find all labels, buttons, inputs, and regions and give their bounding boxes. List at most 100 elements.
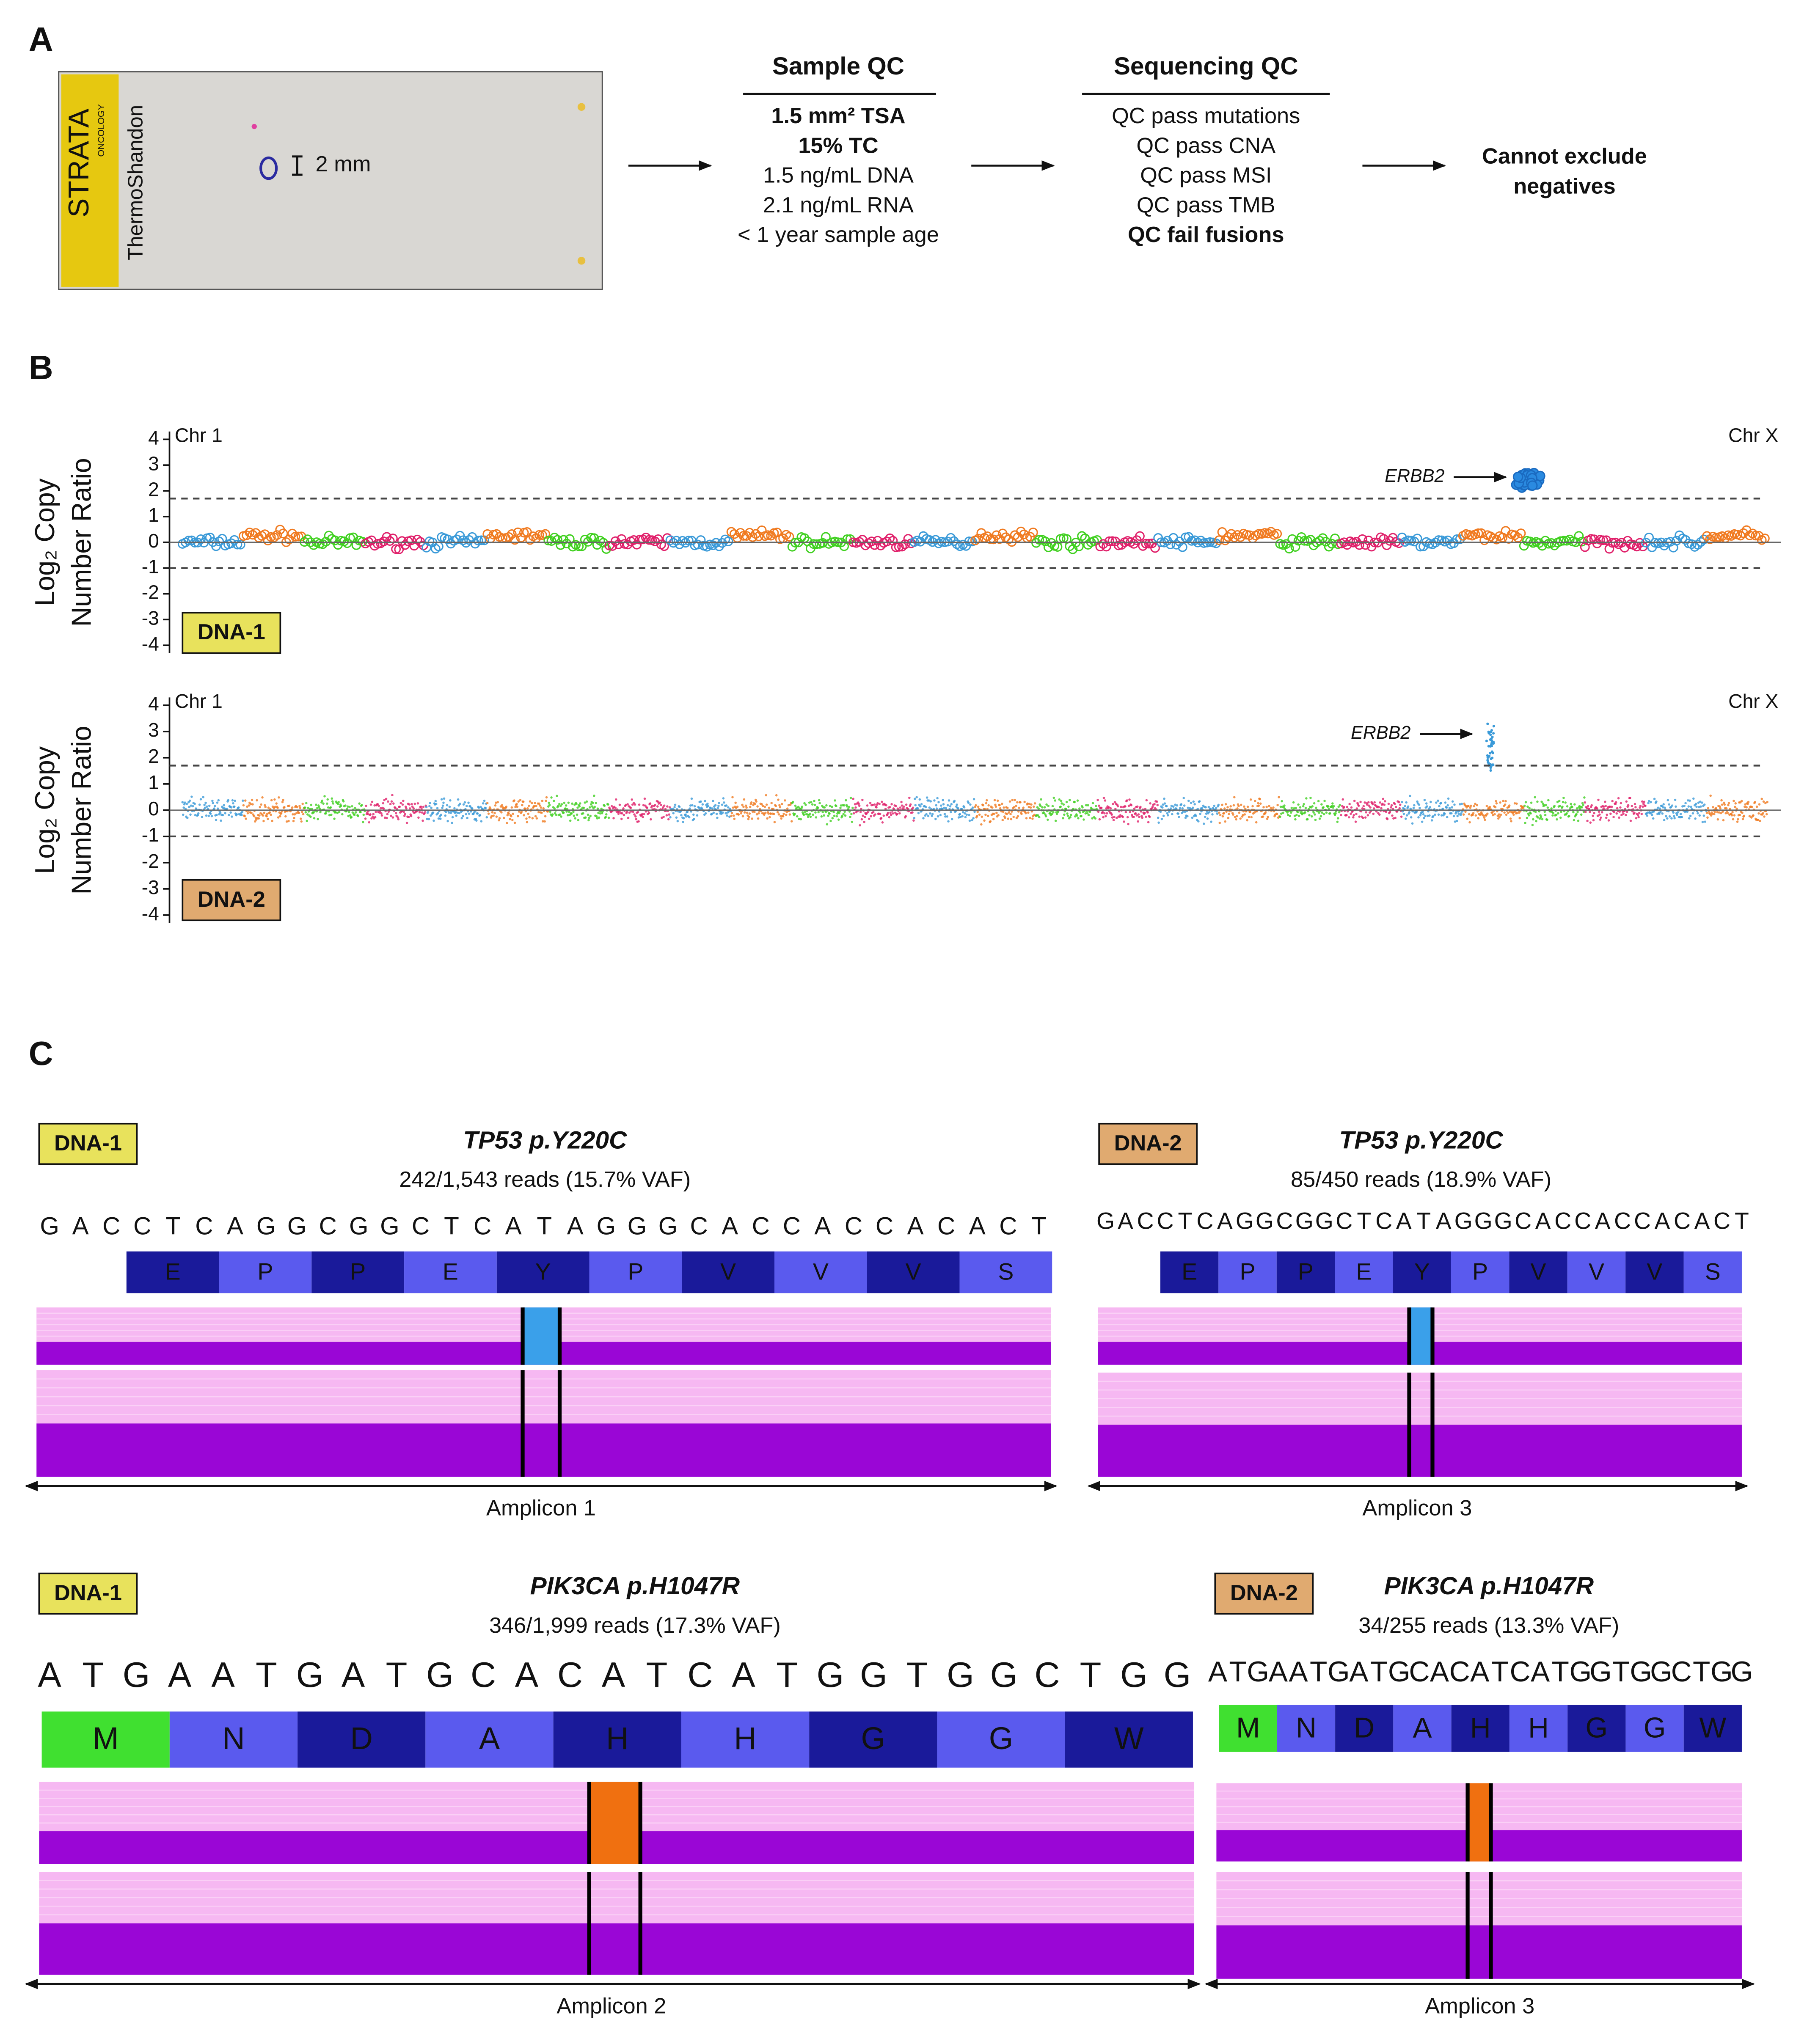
cnv-point xyxy=(275,802,278,805)
cnv-point xyxy=(538,802,540,805)
cnv-point xyxy=(1366,814,1369,817)
cnv-point xyxy=(1493,813,1496,816)
cnv-point xyxy=(220,819,222,822)
cnv-point xyxy=(824,811,827,813)
cnv-point xyxy=(984,813,987,816)
cnv-point xyxy=(582,812,584,815)
amino-acid: W xyxy=(1699,1712,1726,1744)
cnv-point xyxy=(949,805,952,808)
cnv-point xyxy=(1667,799,1669,801)
cnv-point xyxy=(1218,822,1221,824)
cnv-point xyxy=(1083,818,1085,821)
read-count: 34/255 reads (13.3% VAF) xyxy=(1358,1613,1619,1638)
cnv-point xyxy=(1303,803,1305,806)
cnv-point xyxy=(617,812,620,815)
cnv-point xyxy=(1141,816,1144,819)
cnv-point xyxy=(319,811,322,814)
cnv-point xyxy=(251,803,254,806)
read-count: 346/1,999 reads (17.3% VAF) xyxy=(489,1613,781,1638)
cnv-point xyxy=(1321,536,1331,547)
cnv-point xyxy=(1405,801,1408,804)
cnv-point xyxy=(1151,806,1154,808)
cnv-point xyxy=(1098,804,1100,807)
cnv-point xyxy=(1228,813,1230,815)
cnv-point xyxy=(885,804,887,806)
cnv-point xyxy=(1404,817,1407,820)
cnv-point xyxy=(600,807,603,810)
cnv-point xyxy=(1365,811,1367,814)
cnv-point xyxy=(1012,816,1015,818)
cnv-point xyxy=(641,813,644,815)
cnv-point xyxy=(794,804,797,807)
cnv-point xyxy=(507,529,517,539)
cnv-point xyxy=(1415,810,1418,813)
cnv-point xyxy=(1399,803,1402,806)
cnv-point xyxy=(1055,813,1058,815)
cnv-point xyxy=(1409,795,1411,798)
cnv-point xyxy=(1537,816,1540,819)
cnv-point xyxy=(1091,817,1094,820)
cnv-point xyxy=(1729,808,1732,810)
cnv-point xyxy=(1419,814,1422,817)
cnv-point xyxy=(840,804,843,807)
cnv-point xyxy=(929,800,932,803)
cnv-point xyxy=(1664,806,1666,809)
panel-label: B xyxy=(29,348,53,386)
cnv-point xyxy=(907,807,909,810)
cnv-point xyxy=(451,816,454,819)
cnv-point xyxy=(229,811,232,814)
cnv-point xyxy=(1662,803,1665,806)
cnv-point xyxy=(614,798,617,801)
cnv-point xyxy=(245,817,247,820)
base: G xyxy=(1164,1655,1191,1695)
cnv-point xyxy=(389,803,392,806)
cnv-point xyxy=(1217,527,1227,537)
cnv-point xyxy=(850,813,853,815)
cnv-point xyxy=(873,536,883,546)
base: C xyxy=(471,1655,496,1695)
cnv-point xyxy=(1485,814,1487,817)
cnv-point xyxy=(1556,801,1559,803)
cnv-point xyxy=(1087,814,1090,816)
cnv-point xyxy=(826,823,829,825)
cnv-point xyxy=(184,536,194,545)
cnv-point xyxy=(1657,806,1659,809)
cnv-point xyxy=(1715,807,1717,810)
cnv-point xyxy=(1293,814,1296,817)
cnv-point xyxy=(935,804,938,807)
cnv-point xyxy=(253,814,255,817)
base: T xyxy=(82,1655,104,1695)
cnv-point xyxy=(643,797,646,800)
cnv-point xyxy=(1193,803,1196,806)
cnv-point xyxy=(428,805,431,808)
amino-acid-box xyxy=(297,1711,426,1768)
cnv-point xyxy=(391,794,394,796)
cnv-point xyxy=(366,813,369,815)
cnv-point xyxy=(417,816,420,819)
base: A xyxy=(515,1655,539,1695)
cnv-point xyxy=(233,805,236,808)
cnv-point xyxy=(383,816,386,819)
cnv-point xyxy=(1373,807,1375,810)
cnv-point xyxy=(316,807,319,809)
cnv-point xyxy=(1639,806,1641,809)
cnv-point xyxy=(357,814,360,817)
amino-acid-box xyxy=(1276,1251,1335,1293)
chr-label: Chr 1 xyxy=(175,690,223,712)
cnv-point xyxy=(741,815,744,817)
cnv-point xyxy=(1198,800,1201,803)
cnv-point xyxy=(1467,805,1470,808)
cnv-point xyxy=(1509,817,1512,820)
cnv-point xyxy=(1362,805,1365,808)
cnv-point xyxy=(663,804,666,807)
cnv-point xyxy=(386,817,388,820)
cnv-point xyxy=(1703,803,1706,806)
reads-reverse xyxy=(36,1423,1051,1477)
base: C xyxy=(687,1655,713,1695)
base: A xyxy=(814,1213,831,1240)
cnv-point xyxy=(1612,816,1615,818)
cnv-point xyxy=(1702,814,1705,817)
cnv-point xyxy=(750,801,753,804)
cnv-point xyxy=(944,815,947,818)
cnv-point xyxy=(468,812,471,815)
